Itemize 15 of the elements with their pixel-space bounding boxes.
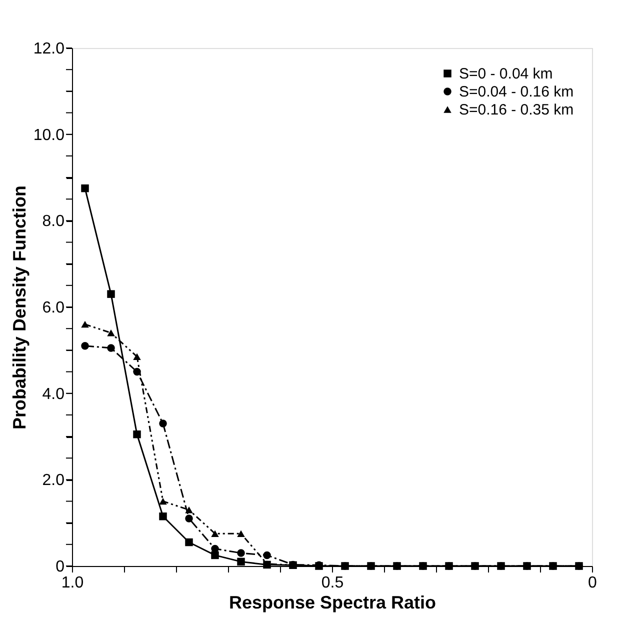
legend-label: S=0 - 0.04 km — [459, 66, 553, 82]
y-tick-label: 10.0 — [33, 126, 65, 144]
legend-label: S=0.04 - 0.16 km — [459, 84, 574, 100]
legend-label: S=0.16 - 0.35 km — [459, 102, 574, 118]
y-tick-label: 12.0 — [33, 40, 65, 58]
y-tick-label: 2.0 — [42, 472, 65, 490]
y-tick-label: 6.0 — [42, 300, 65, 316]
x-tick-label: 1.0 — [61, 574, 84, 592]
y-tick-label: 8.0 — [42, 213, 65, 230]
x-tick-label: 0.5 — [321, 574, 344, 592]
x-tick-label: 0 — [588, 574, 598, 592]
y-tick-label: 4.0 — [42, 386, 65, 403]
x-axis-title: Response Spectra Ratio — [228, 592, 436, 612]
y-tick-label: 0 — [56, 558, 65, 576]
y-axis-title: Probability Density Function — [9, 185, 30, 430]
